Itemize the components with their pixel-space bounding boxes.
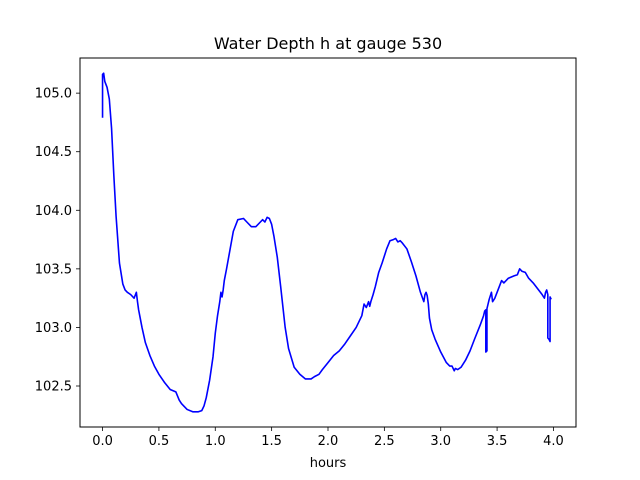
x-tick-label: 0.0 xyxy=(92,434,113,449)
y-tick-label: 102.5 xyxy=(35,380,72,395)
y-tick-label: 104.0 xyxy=(35,204,72,219)
x-axis: 0.0 0.5 1.0 1.5 2.0 2.5 3.0 3.5 4.0 xyxy=(92,427,564,449)
x-tick-label: 4.0 xyxy=(543,434,564,449)
y-tick-label: 104.5 xyxy=(35,145,72,160)
y-tick-label: 105.0 xyxy=(35,87,72,102)
x-tick-label: 1.5 xyxy=(261,434,282,449)
y-axis: 102.5 103.0 103.5 104.0 104.5 105.0 xyxy=(35,87,80,395)
x-tick-label: 1.0 xyxy=(205,434,226,449)
x-tick-label: 3.0 xyxy=(430,434,451,449)
series-line-0 xyxy=(101,72,552,413)
y-tick-label: 103.5 xyxy=(35,262,72,277)
x-tick-label: 2.5 xyxy=(374,434,395,449)
x-axis-label: hours xyxy=(310,456,347,471)
chart-title: Water Depth h at gauge 530 xyxy=(214,34,442,53)
x-tick-label: 0.5 xyxy=(149,434,170,449)
y-tick-label: 103.0 xyxy=(35,321,72,336)
x-tick-label: 2.0 xyxy=(318,434,339,449)
series-layer xyxy=(101,72,552,413)
x-tick-label: 3.5 xyxy=(487,434,508,449)
plot-area xyxy=(79,57,577,428)
